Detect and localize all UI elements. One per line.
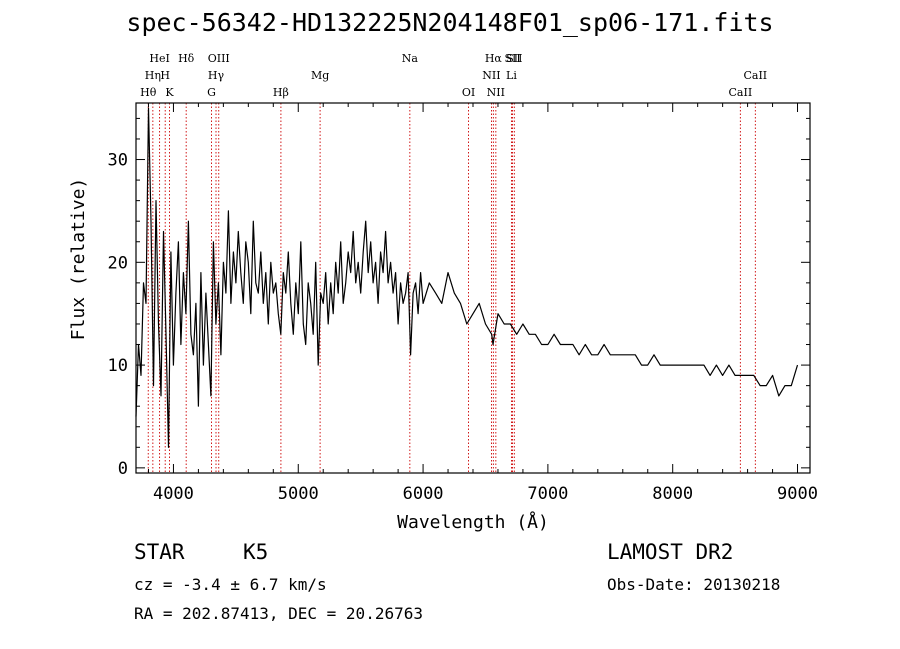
spectral-line-label: Hβ [273,86,289,99]
y-tick-label: 30 [108,151,128,171]
spectral-line-label: HeI [149,52,169,65]
coordinates-text: RA = 202.87413, DEC = 20.26763 [134,604,423,623]
x-axis-ticks: 4000 5000 6000 7000 8000 9000 [147,103,818,504]
chart-title: spec-56342-HD132225N204148F01_sp06-171.f… [126,8,774,37]
redshift-text: cz = -3.4 ± 6.7 km/s [134,575,327,594]
spectral-line-labels: HθHηHeIHKHδGHγOIIIHβMgNaOINIIHαNIISIILiS… [140,52,767,99]
spectral-line-label: SII [506,52,522,65]
x-tick-label: 4000 [153,484,194,504]
spectral-line-label: H [160,69,170,82]
spectrum-series [135,107,799,448]
x-tick-label: 9000 [777,484,818,504]
spectral-line-label: Hα [485,52,503,65]
spectral-line-label: CaII [729,86,753,99]
spectrum-line [135,107,799,448]
spectral-line-label: Na [402,52,419,65]
spectral-line-label: NII [482,69,500,82]
spectral-line-label: Hγ [208,69,225,82]
x-tick-label: 8000 [652,484,693,504]
object-subclass: K5 [243,540,269,564]
spectral-line-label: OIII [208,52,230,65]
obs-date-text: Obs-Date: 20130218 [607,575,781,594]
x-axis-label: Wavelength (Å) [397,511,549,533]
survey-name: LAMOST DR2 [607,540,734,564]
spectral-line-label: G [207,86,216,99]
spectral-line-label: Hθ [140,86,157,99]
spectral-line-label: Hη [145,69,161,82]
spectral-line-label: CaII [743,69,767,82]
spectral-line-label: K [165,86,174,99]
object-class: STAR [134,540,185,564]
plot-frame [135,102,811,474]
spectral-line-label: NII [487,86,505,99]
spectral-line-label: SII [504,52,520,65]
x-tick-label: 6000 [403,484,444,504]
x-tick-label: 7000 [527,484,568,504]
x-tick-label: 5000 [278,484,319,504]
y-tick-label: 10 [108,356,128,376]
spectral-line-label: Hδ [178,52,195,65]
y-axis-label: Flux (relative) [68,178,89,341]
y-tick-label: 20 [108,253,128,273]
spectral-line-label: Li [506,69,517,82]
y-tick-label: 0 [118,459,128,479]
spectral-line-label: OI [462,86,475,99]
spectral-line-markers [147,103,756,473]
y-axis-ticks: 0 10 20 30 [108,117,810,479]
spectral-line-label: Mg [311,69,329,82]
